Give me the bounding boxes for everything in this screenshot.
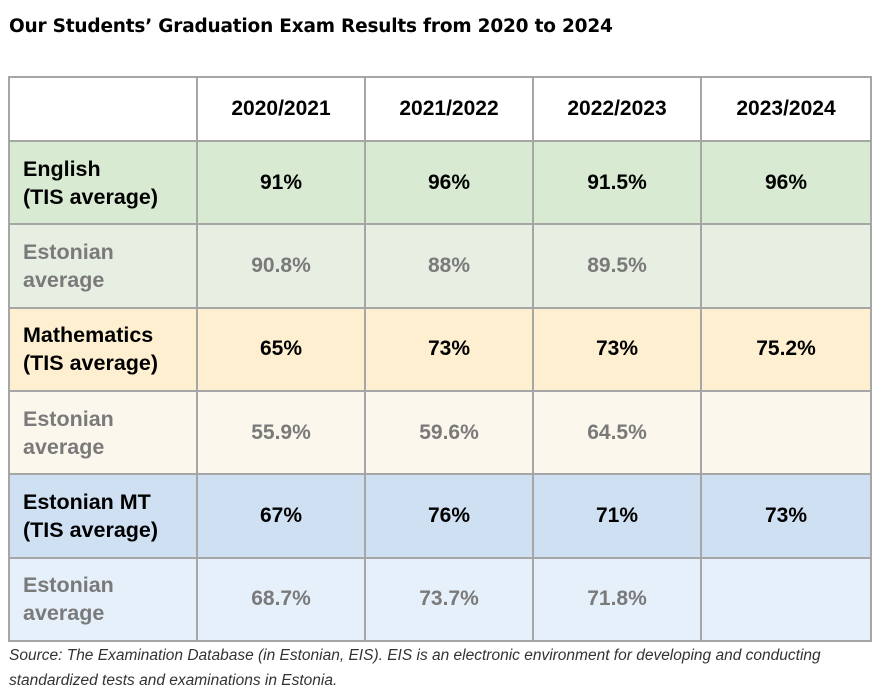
table-cell: 68.7%: [196, 556, 366, 643]
table-cell: 73%: [532, 306, 702, 392]
column-header: 2022/2023: [532, 76, 702, 142]
table-header-row: 2020/2021 2021/2022 2022/2023 2023/2024: [8, 76, 872, 142]
table-cell: 73.7%: [364, 556, 534, 643]
results-table: 2020/2021 2021/2022 2022/2023 2023/2024 …: [8, 76, 872, 643]
column-header: 2021/2022: [364, 76, 534, 142]
column-header: 2020/2021: [196, 76, 366, 142]
table-cell: 91.5%: [532, 139, 702, 226]
row-label-line1: Estonian: [23, 406, 114, 431]
page-title: Our Students’ Graduation Exam Results fr…: [9, 16, 613, 37]
table-cell: 76%: [364, 473, 534, 559]
row-label-line2: average: [23, 434, 105, 459]
row-label-line1: Mathematics: [23, 323, 154, 348]
row-label-line2: average: [23, 267, 105, 292]
table-cell: 71.8%: [532, 556, 702, 643]
table-cell: 71%: [532, 473, 702, 559]
row-label: Estonian average: [8, 223, 198, 309]
row-label: English (TIS average): [8, 139, 198, 226]
table-row: Estonian average 68.7% 73.7% 71.8%: [8, 556, 872, 643]
table-row: Mathematics (TIS average) 65% 73% 73% 75.…: [8, 306, 872, 392]
corner-cell: [8, 76, 198, 142]
source-note: Source: The Examination Database (in Est…: [9, 647, 821, 689]
table-cell: 64.5%: [532, 389, 702, 476]
table-cell: 75.2%: [700, 306, 872, 392]
table-cell: [700, 223, 872, 309]
column-header: 2023/2024: [700, 76, 872, 142]
row-label-line2: (TIS average): [23, 184, 159, 209]
table-cell: 96%: [700, 139, 872, 226]
table-row: Estonian average 90.8% 88% 89.5%: [8, 223, 872, 309]
table-row: Estonian MT (TIS average) 67% 76% 71% 73%: [8, 473, 872, 559]
table-row: English (TIS average) 91% 96% 91.5% 96%: [8, 139, 872, 226]
table-cell: 96%: [364, 139, 534, 226]
table-cell: 89.5%: [532, 223, 702, 309]
row-label: Estonian average: [8, 389, 198, 476]
row-label-line1: Estonian: [23, 573, 114, 598]
row-label-line1: Estonian: [23, 239, 114, 264]
table-cell: 65%: [196, 306, 366, 392]
table-cell: 67%: [196, 473, 366, 559]
row-label-line2: (TIS average): [23, 517, 159, 542]
table-cell: 73%: [364, 306, 534, 392]
row-label-line1: Estonian MT: [23, 489, 151, 514]
table-cell: 90.8%: [196, 223, 366, 309]
table-row: Estonian average 55.9% 59.6% 64.5%: [8, 389, 872, 476]
table-cell: 55.9%: [196, 389, 366, 476]
row-label: Estonian average: [8, 556, 198, 643]
table-cell: [700, 556, 872, 643]
row-label-line2: average: [23, 601, 105, 626]
table-cell: 59.6%: [364, 389, 534, 476]
row-label: Mathematics (TIS average): [8, 306, 198, 392]
table-cell: 91%: [196, 139, 366, 226]
row-label-line2: (TIS average): [23, 351, 159, 376]
table-cell: 73%: [700, 473, 872, 559]
row-label-line1: English: [23, 156, 101, 181]
table-cell: 88%: [364, 223, 534, 309]
table-cell: [700, 389, 872, 476]
row-label: Estonian MT (TIS average): [8, 473, 198, 559]
